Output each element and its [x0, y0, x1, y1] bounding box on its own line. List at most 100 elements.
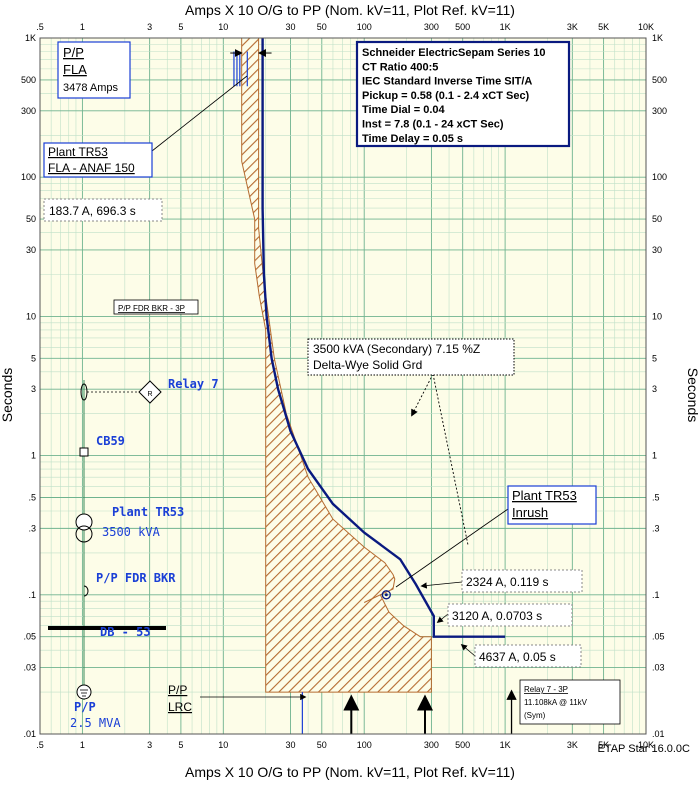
y-tick-label-left: .1 [28, 590, 36, 600]
x-tick-label-top: .5 [36, 22, 44, 32]
y-tick-label-right: .01 [652, 729, 665, 739]
y-tick-label-left: .5 [28, 493, 36, 503]
pp-fdr-bkr-3p-box [113, 299, 199, 315]
tr53-inrush-line2: Inrush [512, 505, 548, 520]
relay-icon [138, 380, 162, 404]
y-tick-label-left: .3 [28, 523, 36, 533]
pp-fla-line1: P/P [63, 45, 84, 60]
relay-settings-line: IEC Standard Inverse Time SIT/A [362, 76, 532, 88]
transformer-icon-secondary [75, 525, 93, 543]
source-rating: 2.5 MVA [70, 716, 121, 730]
relay7-3p-line3: (Sym) [524, 711, 546, 720]
x-tick-label-top: 10K [638, 22, 654, 32]
inrush-point-dot [384, 593, 388, 597]
y-tick-label-left: 1 [31, 451, 36, 461]
y-tick-label-left: .03 [23, 663, 36, 673]
x-tick-label-top: 500 [455, 22, 470, 32]
x-tick-label-bottom: .5 [36, 740, 44, 750]
x-tick-label-top: 300 [424, 22, 439, 32]
x-tick-label-top: 1 [80, 22, 85, 32]
pt-4637-label: 4637 A, 0.05 s [479, 650, 556, 664]
feeder-breaker-icon [83, 585, 89, 597]
footer-label: ETAP Star 16.0.0C [597, 743, 690, 755]
x-tick-label-bottom: 300 [424, 740, 439, 750]
x-tick-label-top: 3K [567, 22, 578, 32]
y-tick-label-right: .03 [652, 663, 665, 673]
tr53-inrush-line1: Plant TR53 [512, 488, 577, 503]
source-icon [76, 684, 92, 700]
db53-label: DB - 53 [100, 625, 151, 639]
pt-3120-label: 3120 A, 0.0703 s [452, 609, 542, 623]
inrush-point [381, 590, 391, 600]
relay-settings-line: CT Ratio 400:5 [362, 61, 438, 73]
transformer-line2: Delta-Wye Solid Grd [313, 358, 422, 372]
y-tick-label-right: .05 [652, 632, 665, 642]
y-tick-label-right: 3 [652, 384, 657, 394]
y-tick-label-left: 10 [26, 311, 36, 321]
x-tick-label-bottom: 3 [147, 740, 152, 750]
tr53-fla-box [43, 142, 153, 178]
point-183-box [43, 198, 163, 222]
x-tick-label-top: 50 [317, 22, 327, 32]
relay-7-label: Relay 7 [168, 377, 219, 391]
transformer-damage-band [241, 37, 432, 693]
pt-3120-arrow [436, 613, 449, 623]
relay-settings-line: Time Dial = 0.04 [362, 104, 446, 116]
pt-2324-box [461, 569, 583, 593]
tick-labels: .5 .5 1 1 3 3 5 5 10 10 30 30 50 50 100 100 300 300 500 500… [21, 22, 667, 750]
transformer-box [307, 338, 515, 376]
y-tick-label-right: 100 [652, 172, 667, 182]
x-tick-label-bottom: 10K [638, 740, 654, 750]
y-tick-label-right: 30 [652, 245, 662, 255]
x-tick-label-bottom: 10 [218, 740, 228, 750]
x-tick-label-bottom: 500 [455, 740, 470, 750]
relay-settings-line: Pickup = 0.58 (0.1 - 2.4 xCT Sec) [362, 90, 530, 102]
relay-7-curve [261, 38, 506, 638]
y-axis-title-left: Seconds [0, 368, 15, 422]
inrush-leader [395, 508, 509, 588]
x-tick-label-top: 5 [178, 22, 183, 32]
transformer-icon-primary [75, 513, 93, 531]
relay7-3p-box [519, 679, 621, 725]
y-tick-label-right: .5 [652, 493, 660, 503]
point-183-label: 183.7 A, 696.3 s [49, 204, 136, 218]
one-line-diagram: R Relay 7 CB59 Plant TR53 3500 kVA P/P FDR BK… [48, 377, 219, 730]
pp-lrc-line2: LRC [168, 700, 192, 714]
x-tick-label-bottom: 5 [178, 740, 183, 750]
y-tick-label-right: 300 [652, 106, 667, 116]
pp-fdr-bkr-label: P/P FDR BKR [96, 571, 176, 585]
y-tick-label-right: .3 [652, 523, 660, 533]
y-tick-label-right: 1 [652, 451, 657, 461]
x-tick-label-top: 3 [147, 22, 152, 32]
x-tick-label-bottom: 100 [357, 740, 372, 750]
y-tick-label-left: 3 [31, 384, 36, 394]
y-tick-label-left: .01 [23, 729, 36, 739]
tr53-rating: 3500 kVA [102, 525, 161, 539]
y-tick-label-left: 1K [25, 33, 36, 43]
relay-settings-line: Schneider ElectricSepam Series 10 [362, 47, 545, 59]
pp-fla-box [57, 41, 131, 99]
source-label: P/P [74, 700, 96, 714]
relay-settings-line: Time Delay = 0.05 s [362, 133, 463, 145]
y-tick-label-left: 50 [26, 214, 36, 224]
tr53-label: Plant TR53 [112, 505, 184, 519]
y-tick-label-left: 30 [26, 245, 36, 255]
relay-settings-line: Inst = 7.8 (0.1 - 24 xCT Sec) [362, 119, 504, 131]
y-tick-label-right: 500 [652, 75, 667, 85]
pt-3120-box [447, 603, 573, 627]
tr53-fla-line1: Plant TR53 [48, 145, 108, 159]
y-tick-label-right: 10 [652, 311, 662, 321]
y-tick-label-left: 500 [21, 75, 36, 85]
relay-symbol: R [147, 391, 152, 398]
x-tick-label-top: 30 [286, 22, 296, 32]
cb59-label: CB59 [96, 434, 125, 448]
y-tick-label-left: 5 [31, 353, 36, 363]
x-tick-label-top: 10 [218, 22, 228, 32]
transformer-leader [432, 373, 469, 546]
pp-lrc-line1: P/P [168, 683, 187, 697]
x-tick-label-bottom: 3K [567, 740, 578, 750]
y-tick-label-right: 1K [652, 33, 663, 43]
y-tick-label-right: 5 [652, 353, 657, 363]
pt-2324-arrow [420, 581, 463, 589]
